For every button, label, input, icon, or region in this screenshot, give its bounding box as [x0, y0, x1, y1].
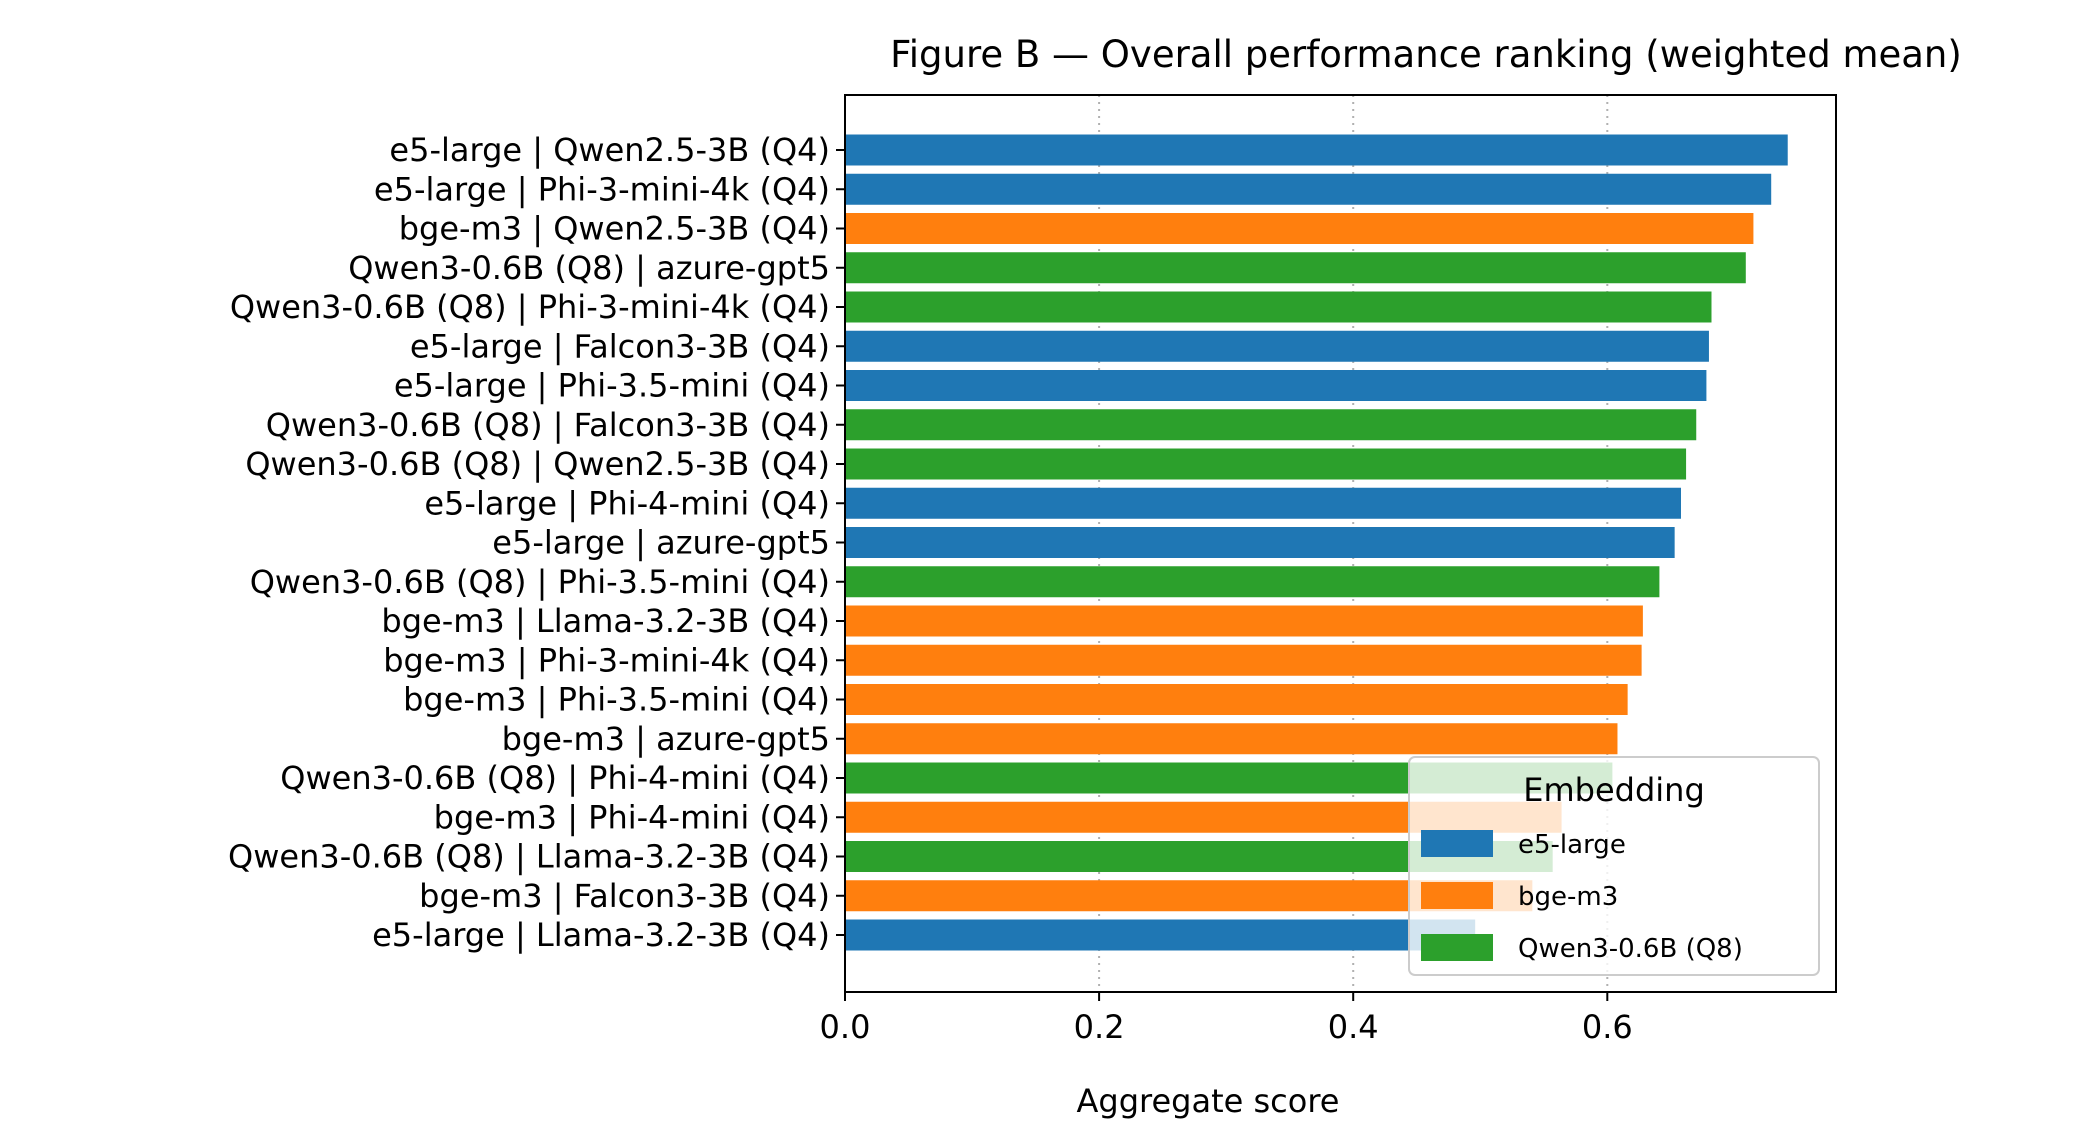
legend-swatch: [1421, 882, 1493, 909]
category-label: e5-large | Phi-4-mini (Q4): [424, 484, 830, 522]
legend-swatch: [1421, 830, 1493, 857]
bar: [845, 487, 1681, 519]
category-label: e5-large | azure-gpt5: [492, 524, 830, 562]
legend: Embedding e5-large bge-m3 Qwen3-0.6B (Q8): [1408, 756, 1820, 976]
legend-box: [1408, 756, 1820, 976]
bar: [845, 527, 1675, 558]
legend-title: Embedding: [1523, 771, 1705, 809]
legend-swatch: [1421, 934, 1493, 961]
bar: [845, 213, 1754, 244]
category-label: Qwen3-0.6B (Q8) | Phi-3.5-mini (Q4): [250, 563, 830, 601]
bar: [845, 684, 1628, 715]
bar: [845, 173, 1772, 205]
legend-entry-label: Qwen3-0.6B (Q8): [1518, 934, 1743, 964]
category-label: bge-m3 | Phi-3-mini-4k (Q4): [383, 641, 830, 679]
bar: [845, 291, 1712, 323]
category-label: Qwen3-0.6B (Q8) | Phi-4-mini (Q4): [280, 759, 830, 797]
x-tick-label: 0.0: [820, 1008, 871, 1046]
category-label: bge-m3 | Phi-4-mini (Q4): [434, 798, 830, 836]
category-label: bge-m3 | azure-gpt5: [502, 720, 830, 758]
bar: [845, 566, 1660, 598]
chart-title: Figure B — Overall performance ranking (…: [890, 33, 1962, 76]
bar: [845, 448, 1687, 480]
legend-entries: e5-large bge-m3 Qwen3-0.6B (Q8): [1421, 830, 1743, 964]
legend-entry-label: e5-large: [1518, 830, 1626, 860]
bar: [845, 605, 1643, 637]
plot-frame: [844, 94, 1837, 993]
bar: [845, 330, 1709, 362]
category-label: e5-large | Llama-3.2-3B (Q4): [372, 916, 830, 954]
category-label: Qwen3-0.6B (Q8) | Llama-3.2-3B (Q4): [228, 838, 830, 876]
bar: [845, 644, 1642, 676]
category-labels: e5-large | Qwen2.5-3B (Q4)e5-large | Phi…: [228, 131, 845, 954]
category-label: Qwen3-0.6B (Q8) | azure-gpt5: [348, 249, 830, 287]
category-label: Qwen3-0.6B (Q8) | Falcon3-3B (Q4): [266, 406, 830, 444]
legend-entry-label: bge-m3: [1518, 882, 1618, 912]
category-label: e5-large | Falcon3-3B (Q4): [410, 327, 830, 365]
category-label: Qwen3-0.6B (Q8) | Phi-3-mini-4k (Q4): [230, 288, 830, 326]
category-label: bge-m3 | Llama-3.2-3B (Q4): [381, 602, 830, 640]
bar: [845, 370, 1707, 401]
category-label: bge-m3 | Falcon3-3B (Q4): [419, 877, 830, 915]
category-label: e5-large | Phi-3-mini-4k (Q4): [374, 170, 830, 208]
category-label: bge-m3 | Qwen2.5-3B (Q4): [399, 210, 830, 248]
bar: [845, 252, 1746, 284]
x-tick-label: 0.2: [1074, 1008, 1125, 1046]
category-label: Qwen3-0.6B (Q8) | Qwen2.5-3B (Q4): [245, 445, 830, 483]
bar: [845, 723, 1618, 755]
x-ticks: 0.0 0.2 0.4 0.6: [820, 992, 1633, 1046]
x-axis-label: Aggregate score: [1077, 1082, 1340, 1120]
x-tick-label: 0.4: [1328, 1008, 1379, 1046]
bar: [845, 134, 1788, 166]
bar: [845, 409, 1697, 441]
x-tick-label: 0.6: [1582, 1008, 1633, 1046]
category-label: e5-large | Qwen2.5-3B (Q4): [389, 131, 830, 169]
category-label: e5-large | Phi-3.5-mini (Q4): [394, 367, 830, 405]
bar: [845, 919, 1476, 951]
category-label: bge-m3 | Phi-3.5-mini (Q4): [403, 681, 830, 719]
